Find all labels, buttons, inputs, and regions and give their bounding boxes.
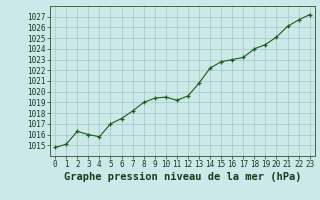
X-axis label: Graphe pression niveau de la mer (hPa): Graphe pression niveau de la mer (hPa) <box>64 172 301 182</box>
